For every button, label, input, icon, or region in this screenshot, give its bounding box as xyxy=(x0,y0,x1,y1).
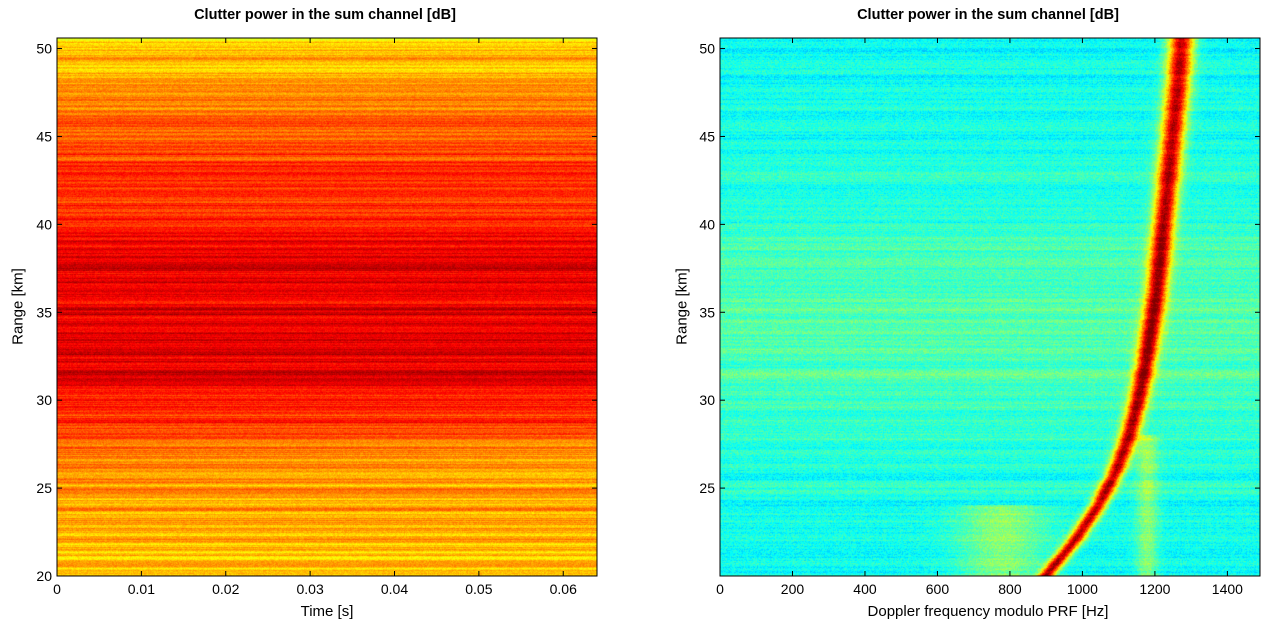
left-heatmap-image xyxy=(57,38,597,576)
left-y-tick-label: 20 xyxy=(36,568,52,584)
right-x-tick-label: 1000 xyxy=(1067,581,1098,597)
right-y-tick-label: 35 xyxy=(699,304,715,320)
left-x-tick-label: 0 xyxy=(53,581,61,597)
right-x-tick-label: 1400 xyxy=(1212,581,1243,597)
left-x-tick-label: 0.05 xyxy=(465,581,492,597)
right-y-tick-label: 50 xyxy=(699,41,715,57)
right-x-tick-label: 200 xyxy=(781,581,805,597)
left-chart-title: Clutter power in the sum channel [dB] xyxy=(194,7,456,23)
right-y-axis-label: Range [km] xyxy=(673,268,691,345)
left-x-tick-label: 0.02 xyxy=(212,581,239,597)
left-y-tick-label: 40 xyxy=(36,216,52,232)
left-x-tick-label: 0.03 xyxy=(297,581,324,597)
left-x-tick-label: 0.06 xyxy=(550,581,577,597)
left-y-tick-label: 50 xyxy=(36,41,52,57)
right-y-tick-label: 25 xyxy=(699,480,715,496)
right-x-tick-label: 600 xyxy=(926,581,950,597)
right-x-tick-label: 400 xyxy=(853,581,877,597)
right-y-tick-label: 45 xyxy=(699,128,715,144)
right-y-tick-label: 30 xyxy=(699,392,715,408)
right-plot-frame xyxy=(719,37,1261,577)
right-y-tick-label: 40 xyxy=(699,216,715,232)
right-x-tick-label: 1200 xyxy=(1139,581,1170,597)
left-plot-frame xyxy=(56,37,598,577)
right-x-axis-label: Doppler frequency modulo PRF [Hz] xyxy=(867,603,1109,620)
right-chart-title: Clutter power in the sum channel [dB] xyxy=(857,7,1119,23)
right-x-tick-label: 0 xyxy=(716,581,724,597)
left-x-tick-label: 0.04 xyxy=(381,581,408,597)
left-y-tick-label: 35 xyxy=(36,304,52,320)
left-x-axis-label: Time [s] xyxy=(300,603,354,620)
left-y-tick-label: 25 xyxy=(36,480,52,496)
left-y-tick-label: 30 xyxy=(36,392,52,408)
left-y-tick-label: 45 xyxy=(36,128,52,144)
right-heatmap-image xyxy=(720,38,1260,576)
left-x-tick-label: 0.01 xyxy=(128,581,155,597)
right-x-tick-label: 800 xyxy=(998,581,1022,597)
